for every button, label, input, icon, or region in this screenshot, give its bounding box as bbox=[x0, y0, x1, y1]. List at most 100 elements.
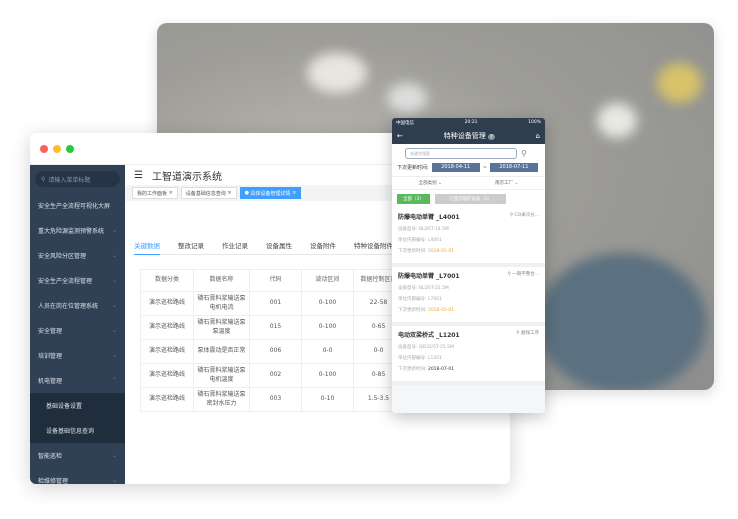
table-cell: 0-10 bbox=[301, 387, 354, 412]
table-cell: 演示巡检路线 bbox=[140, 315, 194, 340]
search-placeholder: 请输入菜单标题 bbox=[48, 176, 91, 184]
date-label: 下次更新时间: bbox=[397, 165, 429, 171]
chevron-icon: ⌃ bbox=[111, 377, 117, 384]
tag-equipment-detail[interactable]: ● 具体设备管理详情 × bbox=[239, 187, 302, 199]
column-header: 代码 bbox=[249, 269, 302, 292]
search-icon[interactable]: ⚲ bbox=[521, 149, 527, 158]
equipment-card[interactable]: 防爆电动单臂 _L7001 ⚲ 一期平整合... 设备型号: BLDST-22.5… bbox=[392, 267, 545, 326]
tab[interactable]: 关键数据 bbox=[134, 240, 160, 255]
menu-label: 安全生产全流程管理 bbox=[38, 278, 93, 285]
app-title: 工智道演示系统 bbox=[151, 171, 222, 183]
table-cell: 磷石膏料浆输送泵密封水压力 bbox=[193, 387, 250, 412]
column-header: 数据分类 bbox=[140, 269, 194, 292]
location-icon: ⚲ bbox=[507, 272, 511, 277]
tab[interactable]: 设备属性 bbox=[266, 242, 292, 250]
detail-tabs: 关键数据 整改记录 作业记录 设备属性 设备附件 特种设备附件 bbox=[134, 240, 510, 255]
table-cell: 006 bbox=[249, 339, 302, 364]
tab[interactable]: 作业记录 bbox=[222, 242, 248, 250]
table-cell: 泵体震动是否正常 bbox=[193, 339, 250, 364]
equipment-card[interactable]: 电动双梁桥式 _L1201 ⚲ 磨煤工序 设备型号: QD32/5T-25.5M 单… bbox=[392, 326, 545, 385]
chevron-icon: ⌄ bbox=[111, 352, 117, 359]
table-cell: 磷石膏料浆输送泵电机温度 bbox=[193, 363, 250, 388]
table-cell: 磷石膏料浆输送泵泵温度 bbox=[193, 315, 250, 340]
tag-workspace[interactable]: 我的工作面板 × bbox=[132, 187, 178, 199]
table-cell: 演示巡检路线 bbox=[140, 387, 194, 412]
menu-label: 基础设备设置 bbox=[46, 403, 83, 410]
table-cell: 002 bbox=[249, 363, 302, 388]
table-row: 演示巡检路线 磷石膏料浆输送泵泵温度 015 0-100 0-65 bbox=[140, 315, 404, 340]
tab[interactable]: 设备附件 bbox=[310, 242, 336, 250]
menu-search-input[interactable]: ⚲ 请输入菜单标题 bbox=[35, 171, 120, 187]
date-to[interactable]: 2018-07-11 bbox=[489, 163, 538, 172]
key-data-table: 数据分类 数据名称 代码 波动区间 数据控制区间 演示巡检路线 磷石膏料浆输送泵电机电流 00… bbox=[140, 269, 404, 412]
chevron-icon: ⌄ bbox=[111, 477, 117, 484]
table-row: 演示巡检路线 磷石膏料浆输送泵电机电流 001 0-100 22-58 bbox=[140, 291, 404, 316]
menu-label: 安全生产全流程可视化大屏 bbox=[38, 203, 111, 210]
table-cell: 磷石膏料浆输送泵电机电流 bbox=[193, 291, 250, 316]
chevron-icon: ⌄ bbox=[111, 302, 117, 309]
tag-equipment-query[interactable]: 设备基础信息查询 × bbox=[180, 187, 237, 199]
expiring-only-button[interactable]: 只显示临检设备（2） bbox=[434, 194, 507, 204]
table-cell: 演示巡检路线 bbox=[140, 291, 194, 316]
sidebar-item[interactable]: 安全生产全流程管理 ⌄ bbox=[30, 268, 125, 293]
sidebar-item[interactable]: 重大危险源监测预警系统 ⌄ bbox=[30, 218, 125, 243]
table-cell: 0-100 bbox=[301, 363, 354, 388]
table-cell: 001 bbox=[249, 291, 302, 316]
tab[interactable]: 整改记录 bbox=[178, 242, 204, 250]
help-icon: ? bbox=[488, 133, 495, 140]
sidebar-subitem[interactable]: 基础设备设置 bbox=[30, 393, 125, 418]
table-row: 演示巡检路线 磷石膏料浆输送泵电机温度 002 0-100 0-85 bbox=[140, 363, 404, 388]
chevron-icon: ⌄ bbox=[111, 452, 117, 459]
menu-label: 安全风险分区管理 bbox=[38, 253, 87, 260]
table-cell: 演示巡检路线 bbox=[140, 363, 194, 388]
menu-label: 智能巡检 bbox=[38, 453, 63, 460]
table-cell: 0-100 bbox=[301, 315, 354, 340]
mobile-app: 中国电信 20:21 100% ← 特种设备管理 ? ⌂ 关键字搜索 ⚲ 下次更新时间: 2… bbox=[392, 118, 545, 413]
sidebar: ⚲ 请输入菜单标题 安全生产全流程可视化大屏 重大危险源监测预警系统 ⌄ 安全风险分区管… bbox=[30, 165, 125, 484]
table-cell: 015 bbox=[249, 315, 302, 340]
table-row: 演示巡检路线 磷石膏料浆输送泵密封水压力 003 0-10 1.5-3.5 bbox=[140, 387, 404, 412]
chevron-icon: ⌄ bbox=[111, 227, 117, 234]
tab[interactable]: 特种设备附件 bbox=[354, 242, 393, 250]
table-cell: 0-0 bbox=[301, 339, 354, 364]
sidebar-item[interactable]: 安全管理 ⌄ bbox=[30, 318, 125, 343]
table-cell: 003 bbox=[249, 387, 302, 412]
chevron-icon: ⌄ bbox=[111, 277, 117, 284]
menu-label: 检维修管理 bbox=[38, 478, 69, 484]
back-icon[interactable]: ← bbox=[397, 131, 403, 140]
equipment-card[interactable]: 防爆电动单臂 _L4001 ⚲ CO采冷分... 设备型号: BLDST-14.5… bbox=[392, 208, 545, 267]
home-icon[interactable]: ⌂ bbox=[535, 131, 540, 140]
chevron-icon: ⌄ bbox=[111, 327, 117, 334]
menu-label: 培训管理 bbox=[38, 353, 63, 360]
status-bar: 中国电信 20:21 100% bbox=[396, 120, 541, 126]
maximize-dot[interactable] bbox=[66, 144, 74, 153]
table-cell: 0-100 bbox=[301, 291, 354, 316]
close-dot[interactable] bbox=[40, 144, 48, 153]
column-header: 波动区间 bbox=[301, 269, 354, 292]
menu-label: 安全管理 bbox=[38, 328, 63, 335]
menu-label: 重大危险源监测预警系统 bbox=[38, 228, 105, 235]
hamburger-icon[interactable]: ☰ bbox=[134, 169, 143, 181]
date-from[interactable]: 2018-04-11 bbox=[431, 163, 480, 172]
sidebar-item[interactable]: 检维修管理 ⌄ bbox=[30, 468, 125, 484]
sidebar-item[interactable]: 安全风险分区管理 ⌄ bbox=[30, 243, 125, 268]
minimize-dot[interactable] bbox=[53, 144, 61, 153]
menu-label: 设备基础信息查询 bbox=[46, 428, 95, 435]
sidebar-item[interactable]: 人员在岗在位管理系统 ⌄ bbox=[30, 293, 125, 318]
menu-label: 机电管理 bbox=[38, 378, 63, 385]
keyword-search-input[interactable]: 关键字搜索 bbox=[405, 148, 517, 159]
all-button[interactable]: 全部（3） bbox=[397, 194, 430, 204]
chevron-icon: ⌄ bbox=[111, 252, 117, 259]
factory-filter[interactable]: 南京工厂 ⌄ bbox=[495, 181, 519, 186]
sidebar-item[interactable]: 智能巡检 ⌄ bbox=[30, 443, 125, 468]
column-header: 数据名称 bbox=[193, 269, 250, 292]
sidebar-subitem[interactable]: 设备基础信息查询 bbox=[30, 418, 125, 443]
sidebar-item[interactable]: 机电管理 ⌃ bbox=[30, 368, 125, 393]
location-icon: ⚲ bbox=[516, 331, 520, 336]
sidebar-item[interactable]: 安全生产全流程可视化大屏 bbox=[30, 193, 125, 218]
type-filter[interactable]: 全部类别 ⌄ bbox=[418, 181, 442, 186]
table-row: 演示巡检路线 泵体震动是否正常 006 0-0 0-0 bbox=[140, 339, 404, 364]
menu-label: 人员在岗在位管理系统 bbox=[38, 303, 99, 310]
sidebar-item[interactable]: 培训管理 ⌄ bbox=[30, 343, 125, 368]
location-icon: ⚲ bbox=[509, 213, 514, 218]
